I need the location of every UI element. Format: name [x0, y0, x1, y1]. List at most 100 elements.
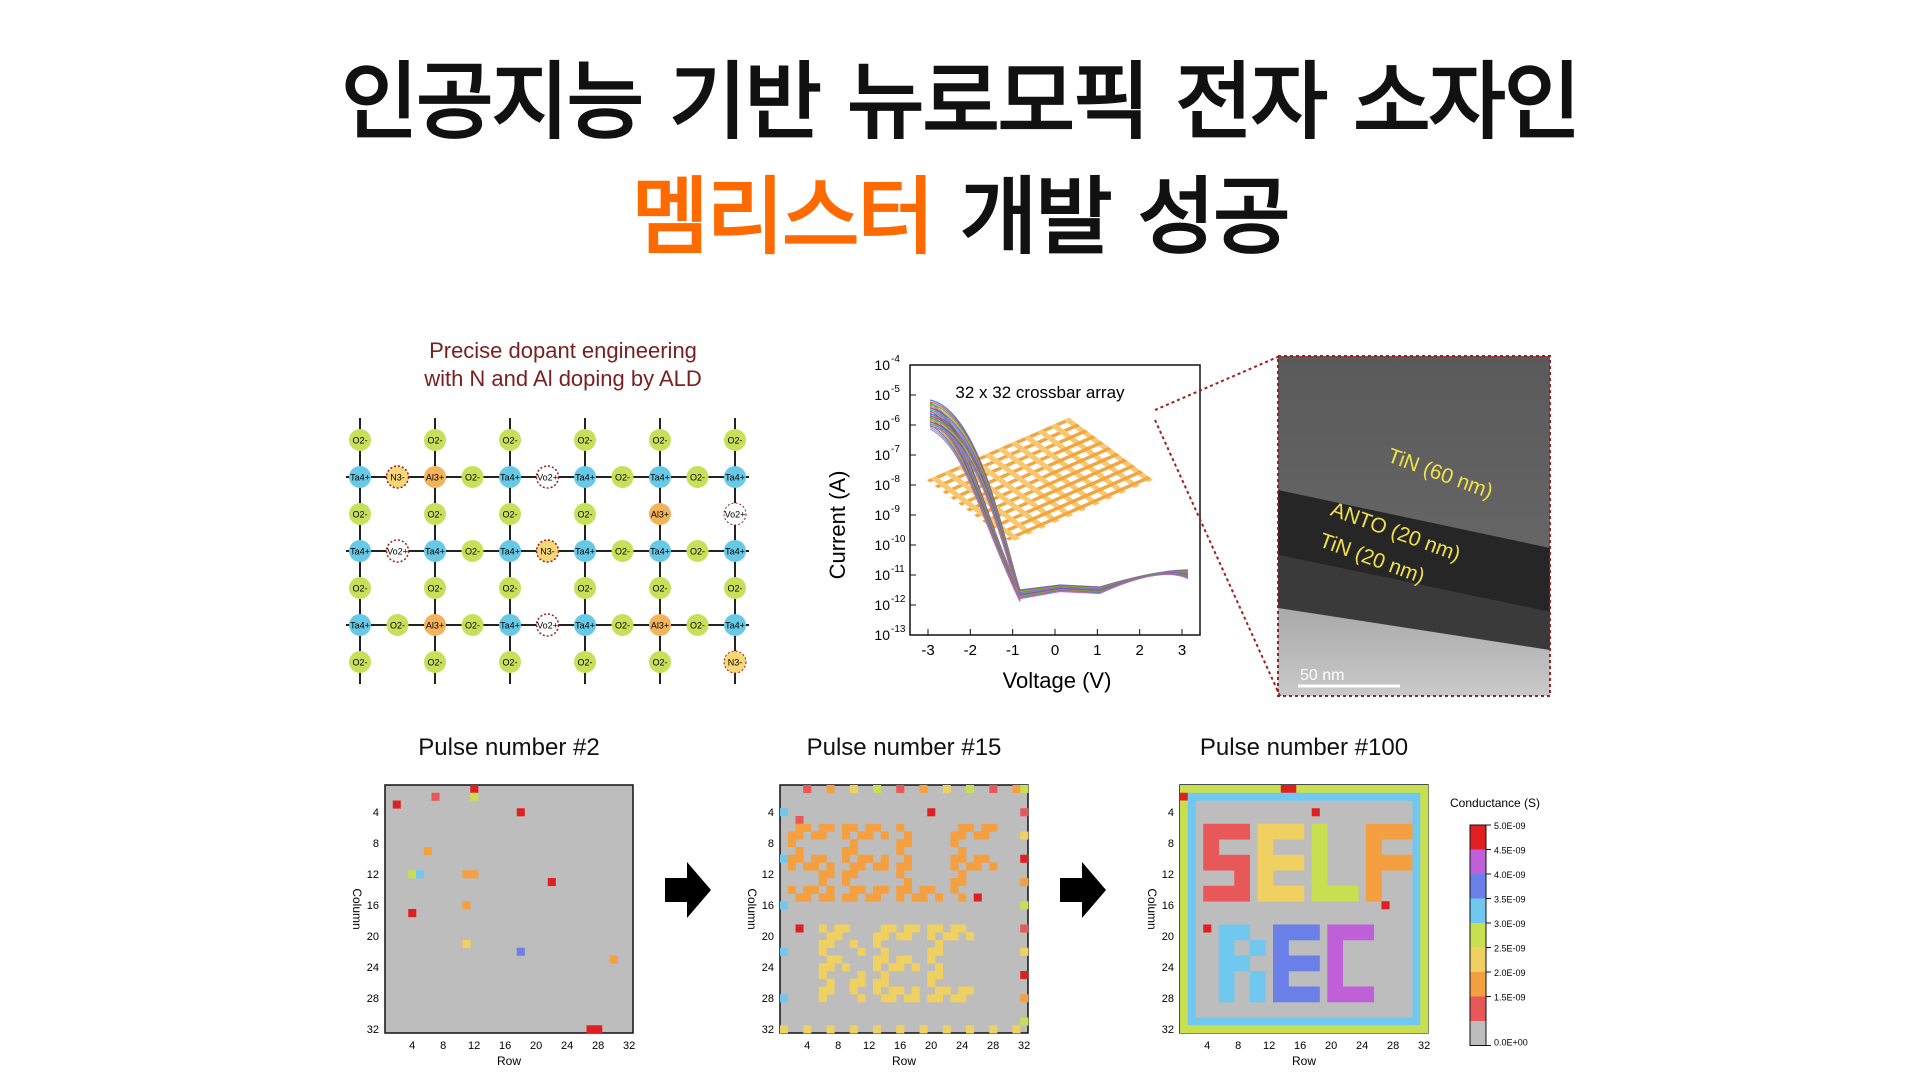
- heatmap-cell: [1265, 862, 1274, 871]
- heatmap-xtick: 24: [561, 1040, 573, 1052]
- heatmap-cell: [818, 963, 827, 972]
- heatmap-cell: [1412, 1017, 1421, 1026]
- colorbar-label: 2.5E-09: [1494, 944, 1526, 954]
- lattice-ion: [724, 540, 746, 562]
- heatmap-cell: [1288, 862, 1297, 871]
- heatmap-cell: [1280, 792, 1289, 801]
- colorbar-label: 1.5E-09: [1494, 993, 1526, 1003]
- heatmap-cell: [1373, 847, 1382, 856]
- heatmap-cell: [1211, 823, 1220, 832]
- lattice-ion-label: Ta4+: [725, 473, 745, 483]
- heatmap-cell: [904, 885, 913, 894]
- heatmap-cell: [1257, 893, 1266, 902]
- heatmap-cell: [1358, 1025, 1367, 1034]
- heatmap-xtick: 4: [409, 1040, 415, 1052]
- heatmap-cell: [1397, 1017, 1406, 1026]
- heatmap-cell: [966, 1025, 975, 1034]
- heatmap-cell: [780, 1025, 789, 1034]
- heatmap-cell: [1187, 963, 1196, 972]
- heatmap-cell: [1412, 816, 1421, 825]
- heatmap-cell: [1234, 831, 1243, 840]
- lattice-ion-label: Al3+: [651, 621, 669, 631]
- heatmap-cell: [1420, 831, 1429, 840]
- heatmap-cell: [1187, 940, 1196, 949]
- lattice-ion: [649, 503, 671, 525]
- heatmap-cell: [873, 940, 882, 949]
- heatmap-cell: [1187, 831, 1196, 840]
- heatmap-cell: [1020, 854, 1029, 863]
- heatmap-title: Pulse number #100: [1200, 734, 1408, 761]
- heatmap-cell: [826, 932, 835, 941]
- heatmap-cell: [950, 878, 959, 887]
- heatmap-cell: [1327, 885, 1336, 894]
- lattice-ion-label: O2-: [690, 621, 705, 631]
- heatmap-cell: [1420, 909, 1429, 918]
- heatmap-cell: [1412, 854, 1421, 863]
- lattice-ion-label: O2-: [577, 658, 592, 668]
- iv-ytick-base: 10: [874, 417, 890, 433]
- heatmap-cell: [1249, 940, 1258, 949]
- heatmap-cell: [1311, 823, 1320, 832]
- heatmap-cell: [865, 831, 874, 840]
- heatmap-cell: [470, 785, 479, 794]
- heatmap-cell: [973, 862, 982, 871]
- lattice-ion: [611, 614, 634, 636]
- lattice-ion-label: O2-: [502, 584, 517, 594]
- heatmap-cell: [904, 854, 913, 863]
- heatmap-cell: [1412, 947, 1421, 956]
- heatmap-cell: [1234, 854, 1243, 863]
- heatmap-cell: [787, 862, 796, 871]
- colorbar-label: 3.5E-09: [1494, 895, 1526, 905]
- heatmap-cell: [1350, 986, 1359, 995]
- heatmap-cell: [1397, 785, 1406, 794]
- heatmap-cell: [1226, 994, 1235, 1003]
- iv-xtick-label: -1: [1006, 642, 1019, 659]
- heatmap-cell: [1257, 839, 1266, 848]
- heatmap-cell: [1257, 854, 1266, 863]
- heatmap-ytick: 12: [1162, 869, 1174, 881]
- lattice-ion-label: Vo2+: [387, 547, 408, 557]
- heatmap-cell: [966, 785, 975, 794]
- heatmap-cell: [1381, 831, 1390, 840]
- heatmap-cell: [1335, 955, 1344, 964]
- heatmap-cell: [1335, 932, 1344, 941]
- heatmap-cell: [1020, 901, 1029, 910]
- heatmap-cell: [950, 885, 959, 894]
- heatmap-cell: [880, 971, 889, 980]
- heatmap-cell: [1335, 940, 1344, 949]
- heatmap-cell: [1218, 924, 1227, 933]
- lattice-ion-label: Ta4+: [350, 621, 370, 631]
- heatmap-cell: [1373, 792, 1382, 801]
- heatmap-cell: [1389, 785, 1398, 794]
- heatmap-xlabel: Row: [1292, 1054, 1316, 1068]
- heatmap-cell: [1397, 854, 1406, 863]
- heatmap-cell: [1180, 831, 1189, 840]
- heatmap-cell: [1265, 839, 1274, 848]
- heatmap-cell: [919, 885, 928, 894]
- heatmap-cell: [935, 994, 944, 1003]
- lattice-ion-label: O2-: [502, 510, 517, 520]
- heatmap-cell: [1226, 854, 1235, 863]
- heatmap-xtick: 20: [530, 1040, 542, 1052]
- heatmap-cell: [1373, 839, 1382, 848]
- heatmap-cell: [462, 901, 471, 910]
- iv-ytick-base: 10: [874, 477, 890, 493]
- heatmap-cell: [896, 839, 905, 848]
- colorbar-swatch: [1470, 923, 1486, 948]
- heatmap-cell: [927, 924, 936, 933]
- lattice-ion: [349, 429, 371, 451]
- heatmap-cell: [1389, 1025, 1398, 1034]
- heatmap-cell: [896, 893, 905, 902]
- heatmap-cell: [1358, 932, 1367, 941]
- heatmap-cell: [1296, 924, 1305, 933]
- heatmap-cell: [1342, 932, 1351, 941]
- heatmap-cell: [1195, 785, 1204, 794]
- heatmap-cell: [1311, 870, 1320, 879]
- heatmap-cell: [1020, 947, 1029, 956]
- lattice-ion-label: O2-: [427, 510, 442, 520]
- heatmap-cell: [1304, 955, 1313, 964]
- heatmap-cell: [1366, 870, 1375, 879]
- iv-ytick-base: 10: [874, 627, 890, 643]
- lattice-ion-label: Vo2+: [537, 621, 558, 631]
- heatmap-cell: [1249, 986, 1258, 995]
